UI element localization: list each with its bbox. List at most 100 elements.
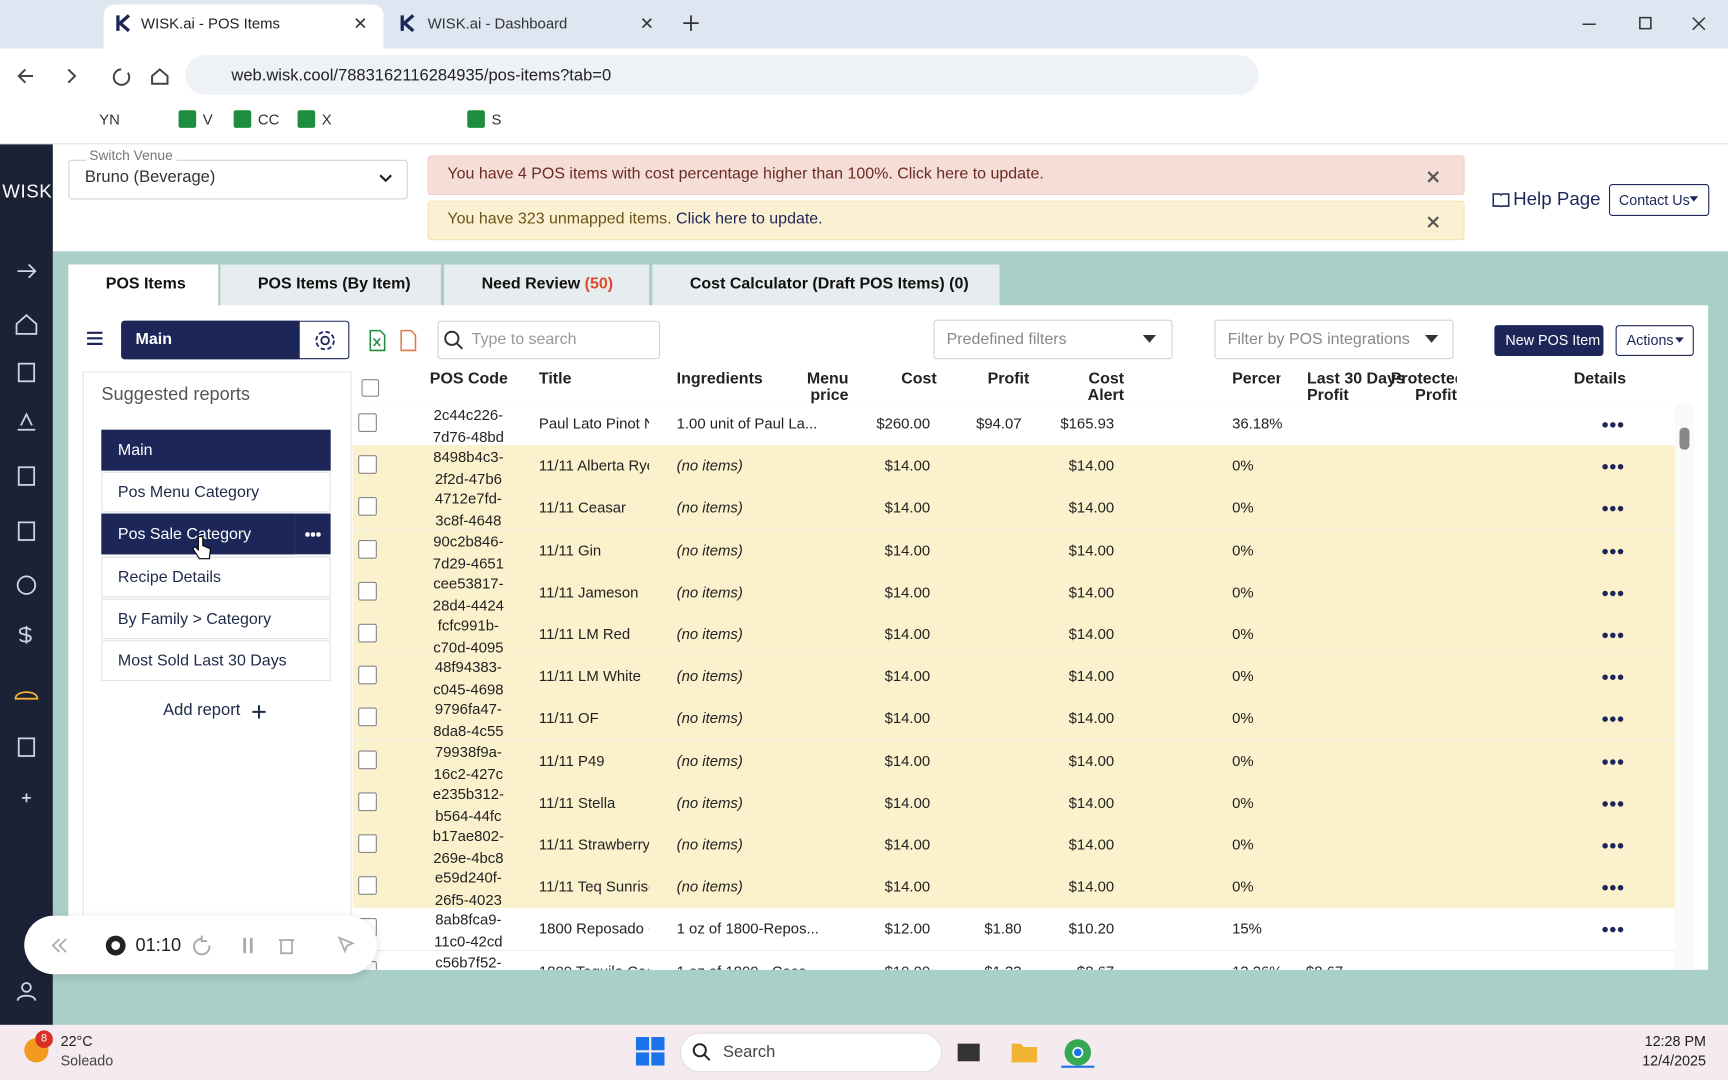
active-tab[interactable] [103,4,384,49]
search-box[interactable] [437,320,661,360]
details-button[interactable] [1602,843,1626,850]
row-checkbox[interactable] [358,707,377,727]
address-bar[interactable] [185,55,1259,95]
report-item[interactable]: Pos Sale Category [101,513,295,555]
row-checkbox[interactable] [358,581,377,601]
taskbar-search[interactable] [679,1032,943,1073]
column-header[interactable]: Protected Profit [1390,371,1457,405]
report-item[interactable]: Pos Menu Category [101,471,331,513]
table-row[interactable]: 79938f9a-16c2-427c 11/11 P49 (no items) $14… [352,740,1676,784]
scroll-thumb[interactable] [1679,427,1690,450]
row-checkbox[interactable] [358,539,377,559]
alert-danger[interactable] [427,155,1465,196]
row-checkbox[interactable] [358,834,377,853]
tab[interactable] [220,264,441,307]
tab[interactable] [652,264,1000,307]
row-checkbox[interactable] [358,876,377,896]
column-header[interactable]: Percentage [1232,371,1280,388]
bookmark[interactable]: YN [99,111,120,128]
integration-filter[interactable] [1214,319,1454,360]
row-checkbox[interactable] [358,792,377,811]
alert-link[interactable]: Click here to update. [676,210,823,229]
column-header[interactable]: POS Code [429,371,508,388]
column-header[interactable]: Menu price [806,371,849,405]
table-row[interactable]: 4712e7fd-3c8f-4648 11/11 Ceasar (no items)… [352,487,1676,531]
scrollbar[interactable] [1675,403,1694,970]
alert-close[interactable] [1427,171,1439,183]
start-button[interactable] [635,1037,665,1066]
column-header[interactable]: Cost Alert [1087,371,1125,405]
alert-link[interactable]: Click here to update. [897,165,1044,183]
help-link[interactable]: Help Page [1513,188,1601,210]
nav-buttons[interactable] [15,65,169,87]
report-item[interactable]: Most Sold Last 30 Days [101,640,331,682]
details-button[interactable] [1602,422,1626,429]
column-header[interactable]: Details [1573,371,1627,388]
table-row[interactable]: 8498b4c3-2f2d-47b6 11/11 Alberta Rye (no i… [352,445,1676,489]
row-checkbox[interactable] [358,750,377,769]
table-row[interactable]: 2c44c226-7d76-48bd Paul Lato Pinot N 1.00 … [352,403,1676,447]
column-header[interactable]: Last 30 Days Profit [1307,371,1405,405]
details-button[interactable] [1602,548,1626,555]
tab-title[interactable]: WISK.ai - Dashboard [427,15,568,32]
row-checkbox[interactable] [358,497,377,517]
table-row[interactable]: e59d240f-26f5-4023 11/11 Teq Sunrise (no i… [352,866,1676,910]
new-tab[interactable] [682,14,700,32]
table-row[interactable]: 8ab8fca9-11c0-42cd 1800 Reposado - 1 oz of… [352,908,1676,952]
table-row[interactable]: 90c2b846-7d29-4651 11/11 Gin (no items) $14… [352,529,1676,573]
tab-active[interactable] [68,264,219,307]
details-button[interactable] [1602,885,1626,892]
window-controls[interactable] [1578,15,1710,33]
table-row[interactable]: 48f94383-c045-4698 11/11 LM White (no item… [352,655,1676,699]
details-button[interactable] [1602,590,1626,597]
bookmark[interactable]: V [202,111,213,128]
table-row[interactable]: c56b7f52- 1800 Tequila Coc 1 oz of 1800 - … [352,950,1676,970]
nav-icons[interactable] [13,260,39,1009]
details-button[interactable] [1602,464,1626,471]
table-row[interactable]: fcfc991b-c70d-4095 11/11 LM Red (no items)… [352,613,1676,657]
column-header[interactable]: Title [538,371,572,388]
recorder-controls[interactable] [44,935,364,957]
bookmark[interactable]: CC [257,111,280,128]
row-checkbox[interactable] [358,455,377,475]
bookmark[interactable]: X [321,111,332,128]
close-tab[interactable] [640,17,653,30]
column-header[interactable]: Ingredients [676,371,763,388]
bookmark[interactable]: S [491,111,502,128]
table-row[interactable]: 9796fa47-8da8-4c55 11/11 OF (no items) $14.… [352,698,1676,742]
predefined-filters[interactable] [933,319,1173,360]
row-checkbox[interactable] [358,413,377,432]
table-row[interactable]: b17ae802-269e-4bc8 11/11 Strawberry (no it… [352,824,1676,868]
contact-button[interactable] [1608,184,1710,216]
report-more[interactable] [294,513,331,555]
details-button[interactable] [1602,674,1626,682]
alert-close[interactable] [1427,216,1439,228]
table-row[interactable]: e235b312-b564-44fc 11/11 Stella (no items)… [352,782,1676,826]
tab[interactable] [444,264,650,307]
report-item[interactable]: Recipe Details [101,556,331,597]
menu-toggle[interactable] [86,331,104,346]
select-all[interactable] [361,379,380,397]
details-button[interactable] [1602,716,1626,724]
close-tab[interactable] [354,17,367,30]
taskbar-apps[interactable] [957,1037,1100,1068]
table-row[interactable]: cee53817-28d4-4424 11/11 Jameson (no items… [352,571,1676,615]
details-button[interactable] [1602,758,1626,766]
venue-select[interactable] [68,159,408,200]
settings-icon[interactable] [314,330,336,352]
add-report[interactable]: Add report [163,700,241,720]
column-header[interactable]: Profit [987,371,1030,388]
column-header[interactable]: Cost [901,371,937,388]
alert-warning[interactable] [427,200,1465,241]
report-item[interactable]: By Family > Category [101,598,331,639]
report-item[interactable]: Main [101,429,331,471]
row-checkbox[interactable] [358,665,377,685]
details-button[interactable] [1602,632,1626,640]
view-main[interactable] [121,320,300,360]
details-button[interactable] [1602,800,1626,808]
actions-button[interactable] [1615,325,1694,356]
export-icons[interactable] [368,329,423,352]
row-checkbox[interactable] [358,623,377,643]
details-button[interactable] [1602,506,1626,513]
details-button[interactable] [1602,927,1626,934]
